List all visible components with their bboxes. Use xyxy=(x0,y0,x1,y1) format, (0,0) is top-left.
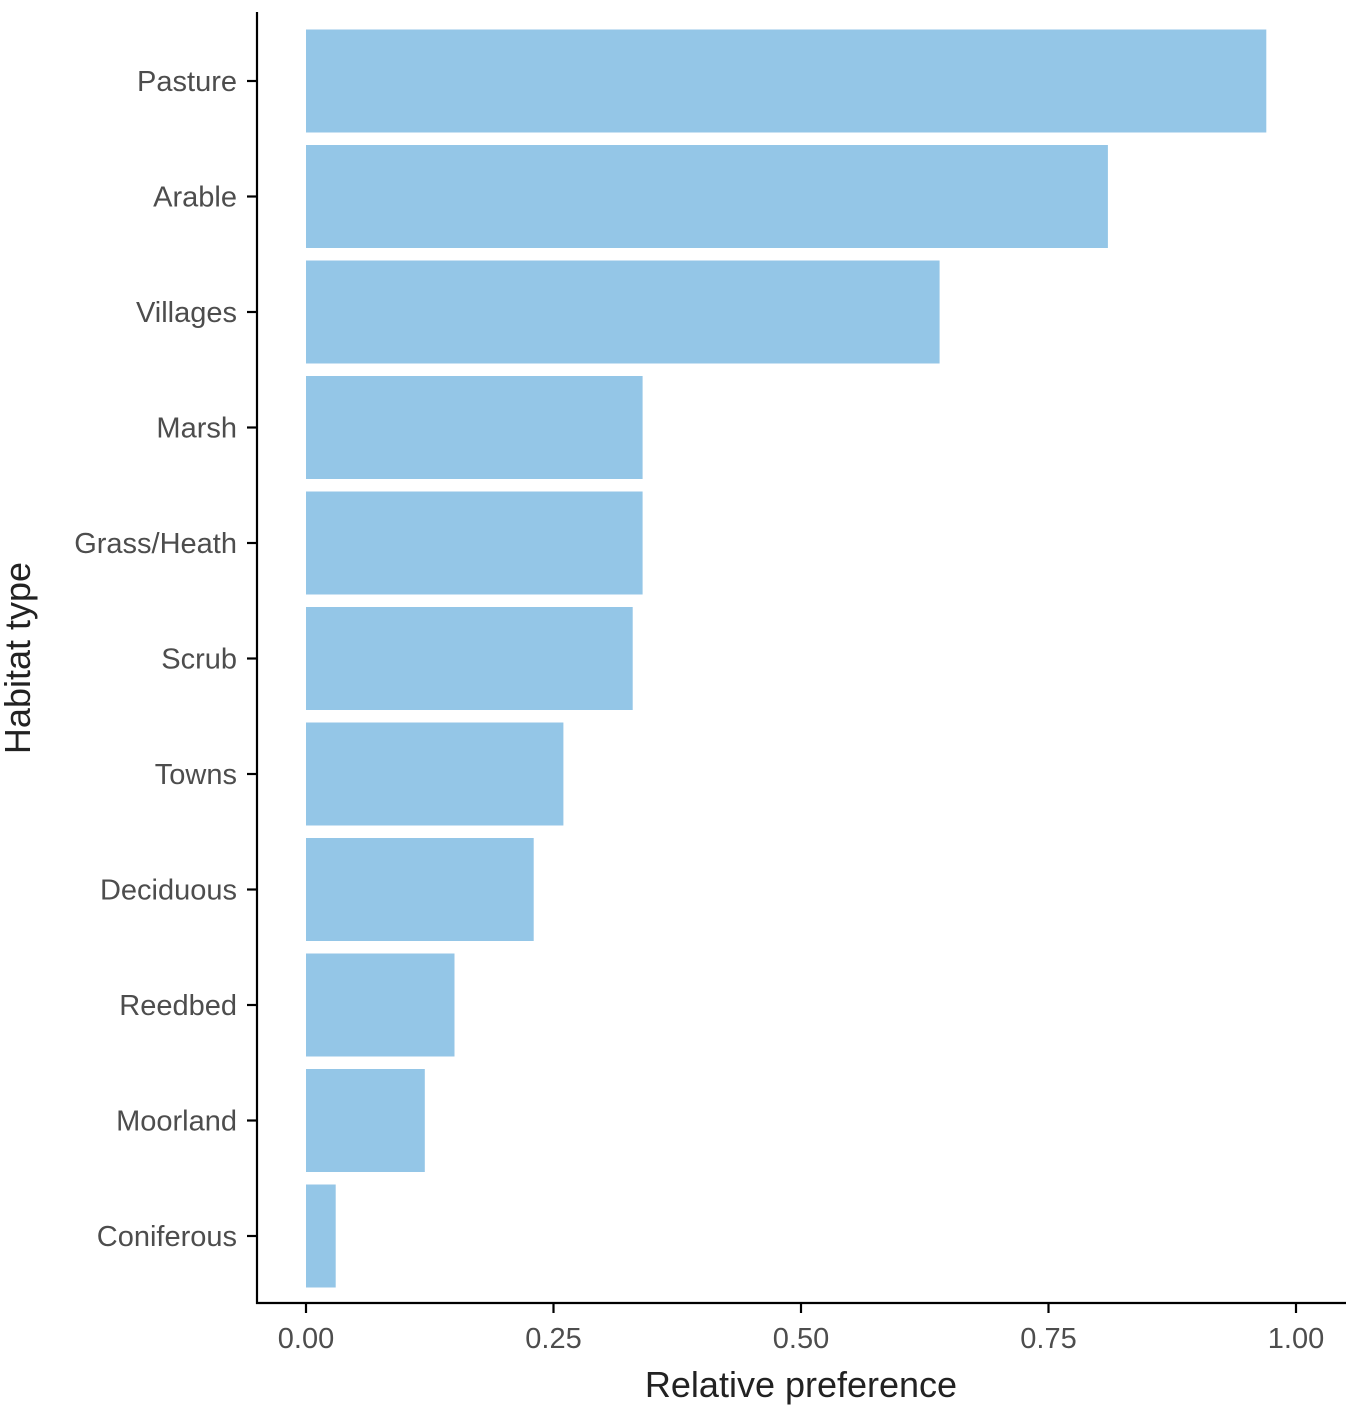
y-tick-label: Deciduous xyxy=(100,875,237,907)
x-tick-label: 0.00 xyxy=(278,1323,334,1355)
bar-marsh xyxy=(306,376,643,479)
y-tick-label: Arable xyxy=(153,182,237,214)
y-tick-label: Marsh xyxy=(156,413,237,445)
y-tick-label: Reedbed xyxy=(119,990,237,1022)
x-ticks: 0.00 0.25 0.50 0.75 1.00 xyxy=(278,1303,1324,1355)
y-axis-title: Habitat type xyxy=(0,562,38,754)
y-tick-label: Villages xyxy=(136,297,237,329)
bar-villages xyxy=(306,260,940,364)
bar-coniferous xyxy=(306,1184,336,1288)
x-tick-label: 0.75 xyxy=(1020,1323,1076,1355)
bar-reedbed xyxy=(306,953,455,1057)
y-ticks: Pasture Arable Villages Marsh Grass/Heath Scr… xyxy=(74,66,257,1253)
bar-moorland xyxy=(306,1069,425,1172)
y-tick-label: Pasture xyxy=(137,66,237,98)
y-tick-label: Moorland xyxy=(116,1106,237,1138)
x-tick-label: 0.25 xyxy=(525,1323,581,1355)
y-tick-label: Coniferous xyxy=(97,1221,237,1253)
bar-scrub xyxy=(306,607,633,710)
bar-arable xyxy=(306,145,1108,248)
x-tick-label: 1.00 xyxy=(1268,1323,1324,1355)
bar-deciduous xyxy=(306,838,534,941)
bars xyxy=(306,29,1267,1288)
x-axis-title: Relative preference xyxy=(645,1364,957,1405)
bar-towns xyxy=(306,722,564,826)
bar-pasture xyxy=(306,29,1267,133)
x-tick-label: 0.50 xyxy=(773,1323,829,1355)
y-tick-label: Grass/Heath xyxy=(74,528,237,560)
y-tick-label: Towns xyxy=(155,759,237,791)
bar-grass-heath xyxy=(306,491,643,595)
y-tick-label: Scrub xyxy=(161,644,237,676)
